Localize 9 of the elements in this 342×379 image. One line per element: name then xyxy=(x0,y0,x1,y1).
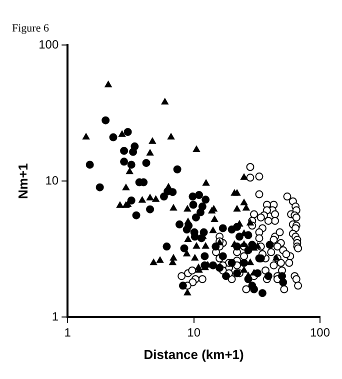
y-axis-title: Nm+1 xyxy=(15,163,30,199)
y-tick-label: 1 xyxy=(52,309,59,324)
x-tick-label: 1 xyxy=(64,326,72,340)
y-tick-label: 100 xyxy=(38,38,59,52)
x-tick-label: 10 xyxy=(187,326,201,340)
y-tick-label: 10 xyxy=(45,173,59,188)
x-tick-label: 100 xyxy=(310,326,330,340)
x-axis-title: Distance (km+1) xyxy=(144,346,244,362)
chart-title: Figure 6 xyxy=(12,22,50,34)
